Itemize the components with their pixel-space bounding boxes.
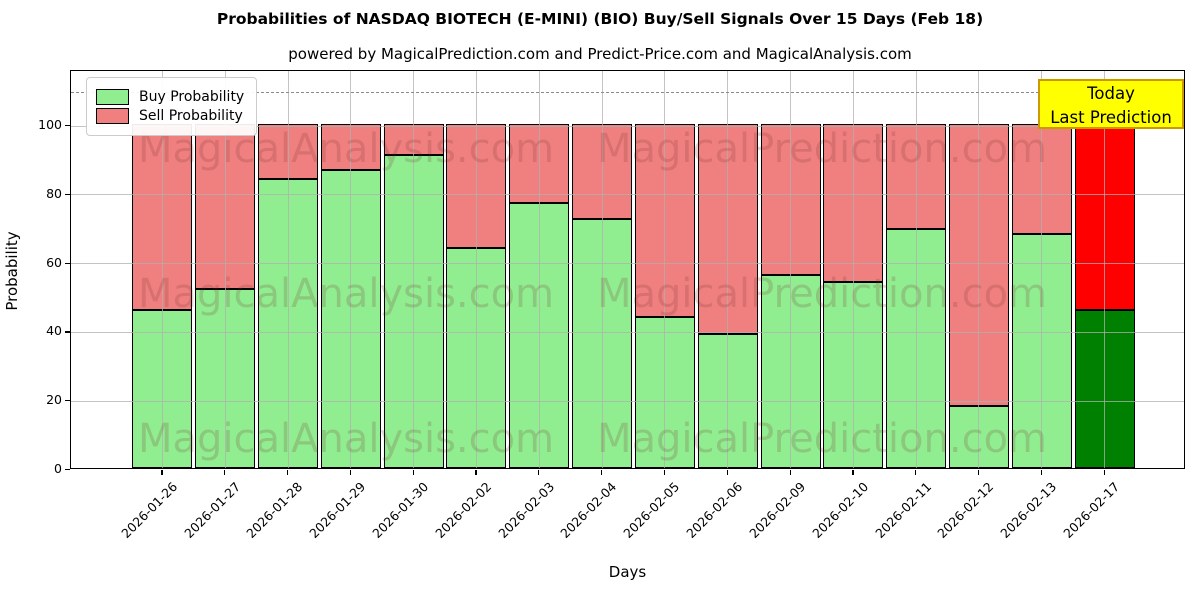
x-tick-mark <box>1040 470 1042 475</box>
x-tick-mark <box>349 470 352 475</box>
v-gridline <box>664 71 666 468</box>
v-gridline <box>1041 71 1043 468</box>
v-gridline <box>601 71 603 468</box>
x-tick-mark <box>412 470 414 475</box>
v-gridline <box>413 71 415 468</box>
x-tick-mark <box>977 470 980 475</box>
x-tick-label: 2026-02-09 <box>746 479 809 541</box>
x-tick-mark <box>601 470 603 475</box>
x-tick-mark <box>915 470 917 475</box>
y-tick-label: 80 <box>46 185 62 201</box>
y-tick-mark <box>65 125 70 127</box>
today-annotation-box: Today Last Prediction <box>1038 79 1184 129</box>
x-tick-mark <box>224 470 226 475</box>
buy-swatch-icon <box>96 89 129 105</box>
x-tick-label: 2026-02-10 <box>808 479 871 541</box>
v-gridline <box>538 71 540 468</box>
v-gridline <box>978 71 980 468</box>
sell-swatch-icon <box>96 108 129 124</box>
x-tick-mark <box>1103 470 1105 475</box>
x-tick-mark <box>789 470 791 475</box>
x-tick-label: 2026-02-05 <box>620 479 683 541</box>
chart-legend: Buy Probability Sell Probability <box>86 77 258 136</box>
legend-label-buy: Buy Probability <box>139 89 245 105</box>
y-axis-label: Probability <box>3 231 21 311</box>
v-gridline <box>475 71 477 468</box>
y-tick-mark <box>65 400 70 402</box>
chart-subtitle: powered by MagicalPrediction.com and Pre… <box>288 45 912 63</box>
x-tick-label: 2026-02-13 <box>997 479 1060 541</box>
v-gridline <box>1104 71 1106 468</box>
x-tick-label: 2026-02-02 <box>432 479 495 541</box>
x-tick-mark <box>726 470 728 475</box>
v-gridline <box>350 71 352 468</box>
h-gridline <box>71 125 1184 127</box>
y-tick-mark <box>65 469 70 471</box>
today-annotation-line1: Today <box>1087 84 1135 103</box>
v-gridline <box>915 71 917 468</box>
y-tick-mark <box>65 193 70 195</box>
x-tick-mark <box>475 470 477 475</box>
v-gridline <box>224 71 226 468</box>
v-gridline <box>287 71 289 468</box>
v-gridline <box>790 71 792 468</box>
h-gridline <box>71 263 1184 265</box>
x-tick-mark <box>538 470 540 475</box>
v-gridline <box>727 71 729 468</box>
h-gridline <box>71 331 1184 333</box>
v-gridline <box>161 71 163 468</box>
y-tick-label: 0 <box>54 461 62 476</box>
y-tick-label: 40 <box>46 323 62 339</box>
x-tick-label: 2026-02-11 <box>871 479 934 541</box>
y-tick-label: 20 <box>46 392 62 408</box>
h-gridline <box>71 400 1184 402</box>
x-tick-label: 2026-02-03 <box>494 479 557 541</box>
today-annotation-line2: Last Prediction <box>1050 108 1172 127</box>
v-gridline <box>852 71 854 468</box>
x-tick-mark <box>852 470 854 475</box>
y-tick-mark <box>65 262 70 264</box>
x-tick-label: 2026-01-30 <box>369 479 432 541</box>
x-tick-label: 2026-02-04 <box>557 479 620 541</box>
legend-item-buy: Buy Probability <box>96 89 244 105</box>
x-tick-label: 2026-01-27 <box>180 479 243 541</box>
y-tick-label: 100 <box>38 117 62 133</box>
x-tick-label: 2026-02-12 <box>934 479 997 541</box>
plot-area: Buy Probability Sell Probability Today L… <box>70 70 1185 469</box>
x-tick-label: 2026-01-26 <box>118 479 181 541</box>
x-tick-mark <box>161 470 163 475</box>
x-tick-label: 2026-02-06 <box>683 479 746 541</box>
chart-title: Probabilities of NASDAQ BIOTECH (E-MINI)… <box>216 10 984 28</box>
threshold-dashed-line <box>71 91 1184 93</box>
x-axis-label: Days <box>608 563 647 581</box>
x-tick-label: 2026-01-29 <box>306 479 369 541</box>
legend-label-sell: Sell Probability <box>139 108 243 124</box>
x-tick-label: 2026-01-28 <box>243 479 306 541</box>
y-tick-mark <box>65 331 70 333</box>
h-gridline <box>71 194 1184 196</box>
legend-item-sell: Sell Probability <box>96 108 244 124</box>
x-tick-mark <box>663 470 666 475</box>
x-tick-mark <box>287 470 289 475</box>
y-tick-label: 60 <box>46 254 62 270</box>
x-tick-label: 2026-02-17 <box>1060 479 1123 541</box>
